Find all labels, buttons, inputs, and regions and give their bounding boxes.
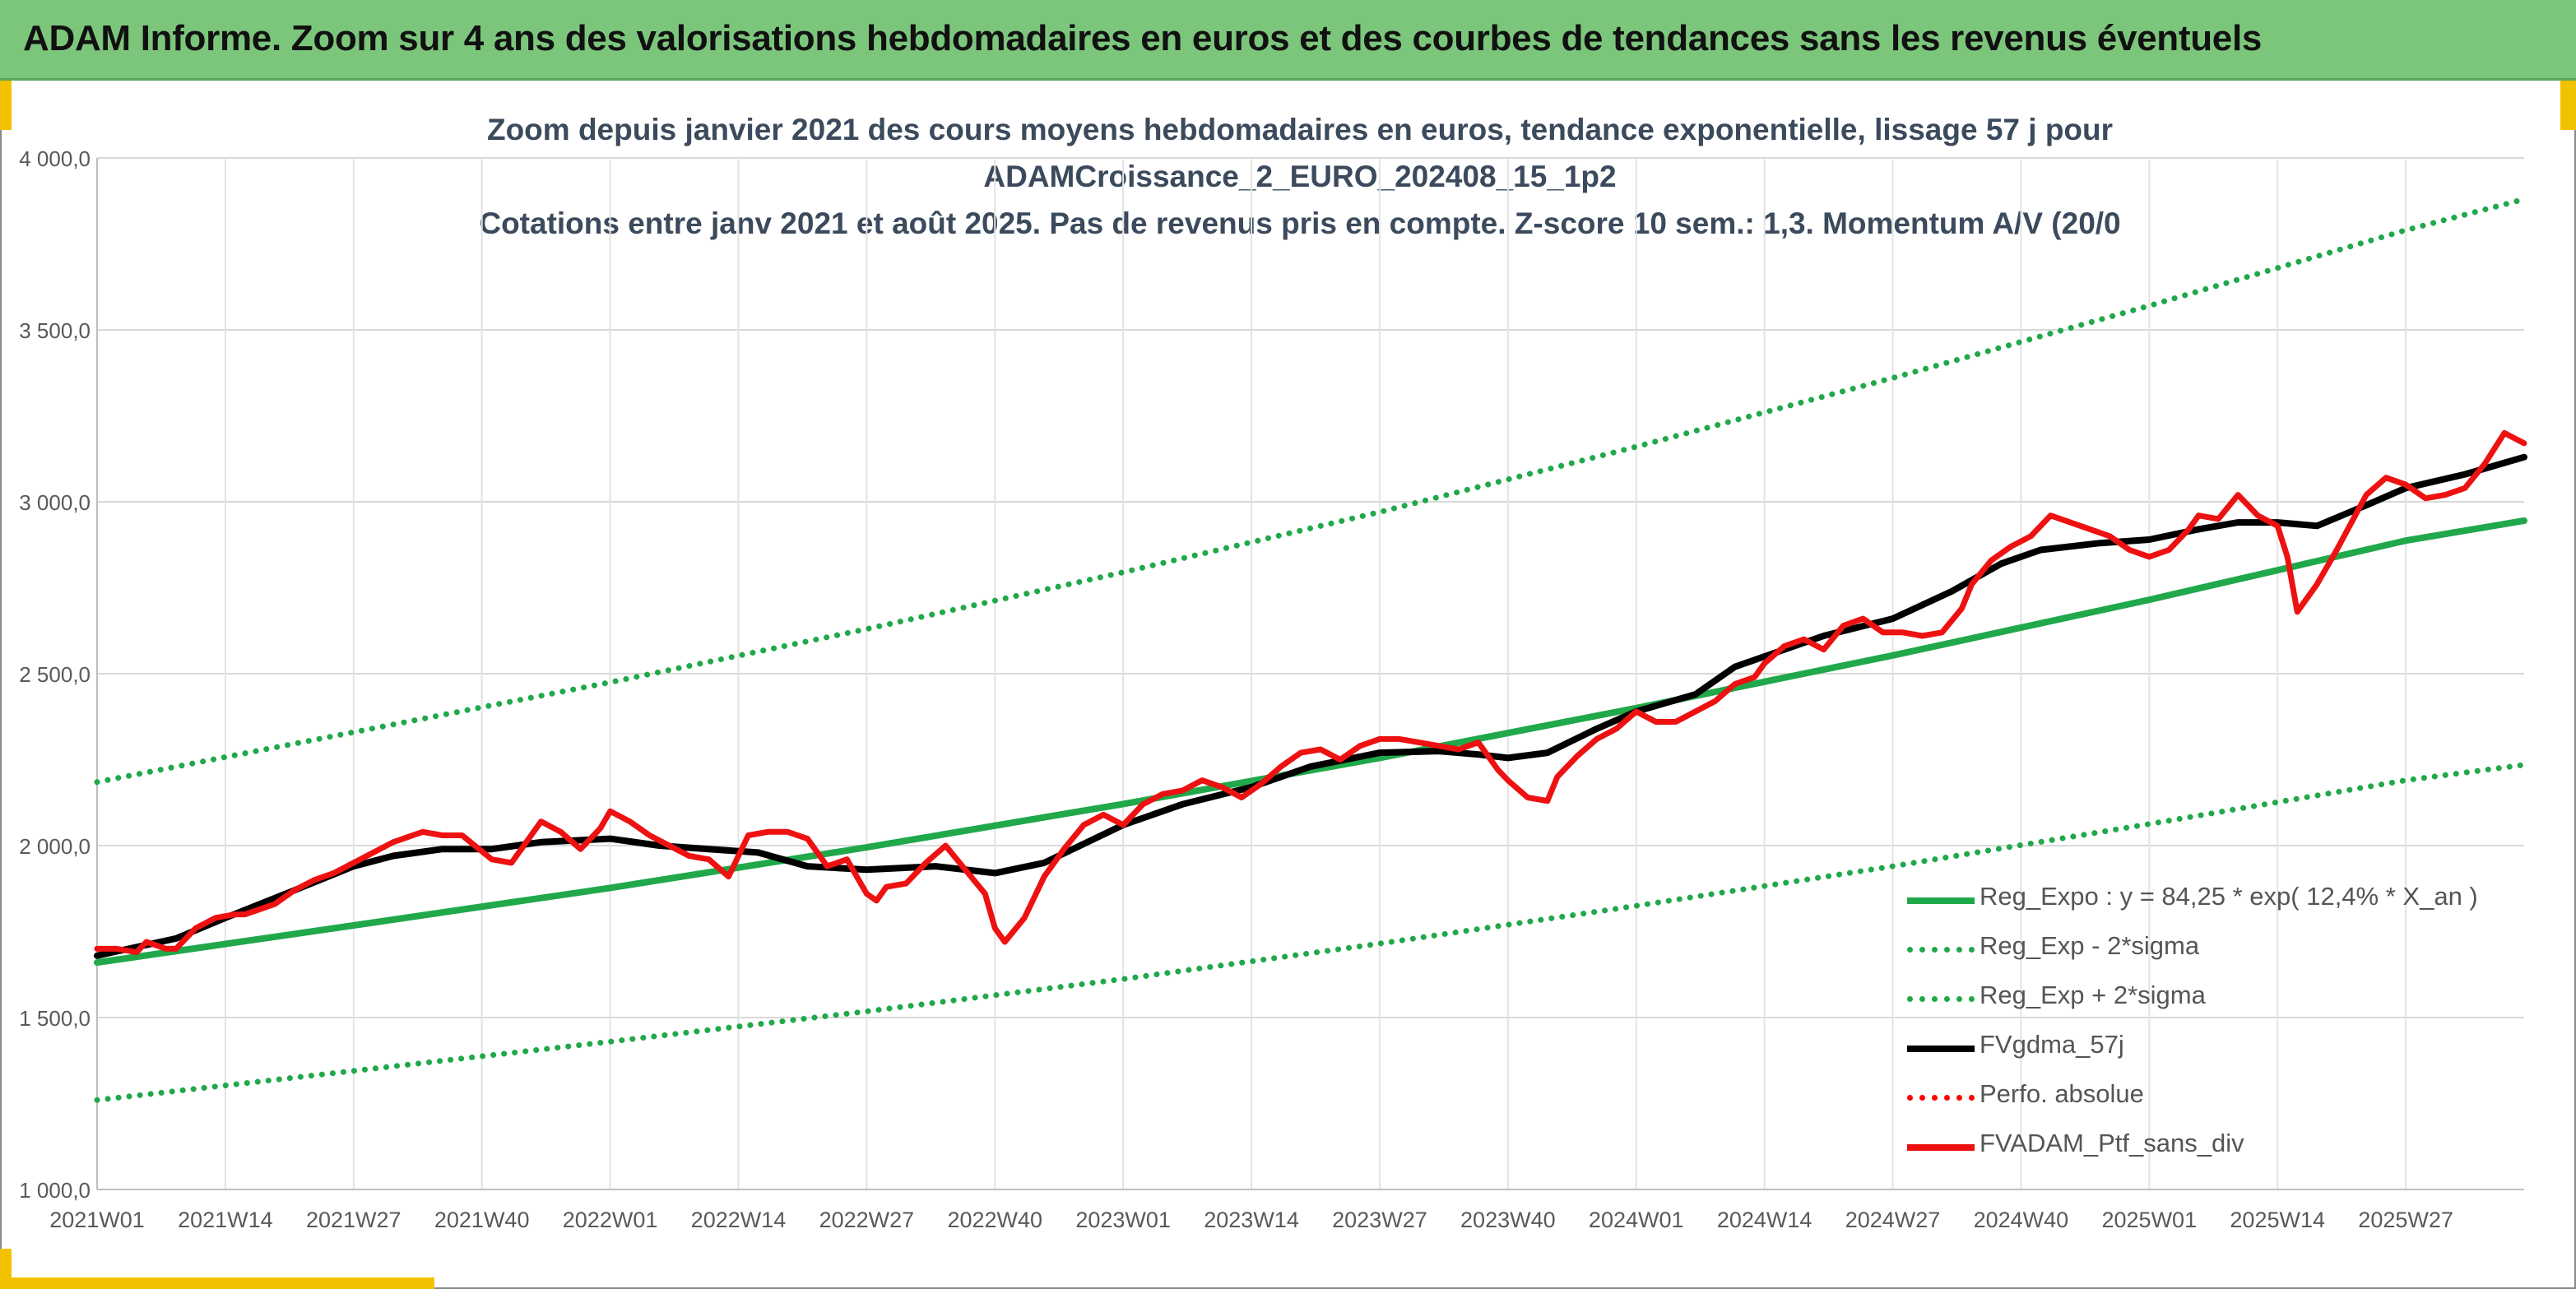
y-tick-label: 4 000,0 xyxy=(19,146,91,171)
corner-accent xyxy=(0,81,12,130)
legend-swatch-portfolio xyxy=(1907,1144,1975,1151)
legend-swatch-moving-average xyxy=(1907,1046,1975,1052)
y-tick-label: 1 000,0 xyxy=(19,1178,91,1203)
legend-swatch-absolute-perf xyxy=(1907,1095,1975,1101)
y-tick-label: 3 500,0 xyxy=(19,318,91,343)
y-tick-label: 1 500,0 xyxy=(19,1006,91,1031)
legend-label: Perfo. absolue xyxy=(1980,1079,2144,1108)
chart-legend: Reg_Expo : y = 84,25 * exp( 12,4% * X_an… xyxy=(1907,874,2532,1170)
x-tick-label: 2024W01 xyxy=(1589,1208,1684,1232)
x-tick-label: 2024W14 xyxy=(1717,1208,1812,1232)
x-tick-label: 2022W14 xyxy=(691,1208,787,1232)
x-tick-label: 2023W40 xyxy=(1460,1208,1556,1232)
x-tick-label: 2025W14 xyxy=(2230,1208,2325,1232)
legend-swatch-lower-band xyxy=(1907,947,1975,953)
x-tick-label: 2021W14 xyxy=(178,1208,273,1232)
x-tick-label: 2023W14 xyxy=(1204,1208,1299,1232)
legend-label: Reg_Exp + 2*sigma xyxy=(1980,981,2206,1009)
x-tick-label: 2021W01 xyxy=(49,1208,145,1232)
upper-band-line xyxy=(94,196,2527,786)
legend-label: Reg_Expo : y = 84,25 * exp( 12,4% * X_an… xyxy=(1980,882,2478,911)
report-banner: ADAM Informe. Zoom sur 4 ans des valoris… xyxy=(0,0,2576,81)
portfolio-value-line xyxy=(94,429,2527,956)
chart-title-line-2: ADAMCroissance_2_EURO_202408_15_1p2 xyxy=(983,160,1617,193)
lower-band-line xyxy=(94,762,2527,1103)
x-tick-label: 2022W40 xyxy=(947,1208,1042,1232)
legend-item: Reg_Exp - 2*sigma xyxy=(1907,923,2532,972)
legend-swatch-regression xyxy=(1907,897,1975,904)
legend-label: Reg_Exp - 2*sigma xyxy=(1980,931,2200,960)
x-tick-label: 2022W01 xyxy=(563,1208,658,1232)
chart-title-line-3: Cotations entre janv 2021 et août 2025. … xyxy=(479,206,2121,240)
legend-item: Reg_Exp + 2*sigma xyxy=(1907,972,2532,1022)
y-tick-label: 2 000,0 xyxy=(19,834,91,859)
report-title: ADAM Informe. Zoom sur 4 ans des valoris… xyxy=(23,18,2263,58)
legend-label: FVADAM_Ptf_sans_div xyxy=(1980,1129,2244,1157)
corner-accent xyxy=(2560,81,2576,130)
legend-label: FVgdma_57j xyxy=(1980,1030,2124,1059)
legend-swatch-upper-band xyxy=(1907,996,1975,1002)
legend-item: FVgdma_57j xyxy=(1907,1022,2532,1071)
legend-item: FVADAM_Ptf_sans_div xyxy=(1907,1120,2532,1170)
x-tick-label: 2023W01 xyxy=(1075,1208,1171,1232)
x-tick-label: 2024W27 xyxy=(1845,1208,1941,1232)
x-tick-label: 2021W27 xyxy=(306,1208,401,1232)
legend-item: Reg_Expo : y = 84,25 * exp( 12,4% * X_an… xyxy=(1907,874,2532,923)
corner-accent xyxy=(0,1277,434,1289)
regression-line xyxy=(94,517,2527,967)
x-tick-label: 2021W40 xyxy=(434,1208,530,1232)
chart-title-line-1: Zoom depuis janvier 2021 des cours moyen… xyxy=(486,113,2114,146)
y-tick-label: 3 000,0 xyxy=(19,490,91,515)
x-tick-label: 2022W27 xyxy=(819,1208,915,1232)
x-tick-label: 2025W27 xyxy=(2358,1208,2453,1232)
x-tick-label: 2025W01 xyxy=(2102,1208,2198,1232)
x-tick-label: 2024W40 xyxy=(1974,1208,2069,1232)
legend-item: Perfo. absolue xyxy=(1907,1071,2532,1120)
x-tick-label: 2023W27 xyxy=(1332,1208,1427,1232)
y-tick-label: 2 500,0 xyxy=(19,662,91,687)
